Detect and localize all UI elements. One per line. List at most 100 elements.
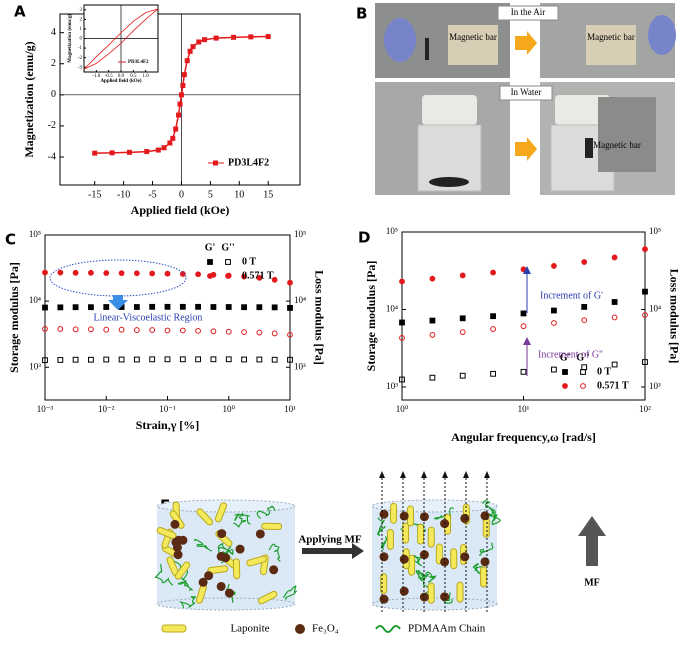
- point: [399, 376, 405, 383]
- point: [88, 304, 94, 311]
- point: [225, 304, 232, 310]
- legend-marker: [225, 259, 231, 265]
- point: [551, 263, 557, 269]
- hydrogel: [371, 471, 501, 612]
- fe3o4-particle: [440, 592, 450, 602]
- point: [225, 356, 232, 363]
- point: [429, 275, 436, 282]
- point: [155, 147, 161, 153]
- point: [118, 356, 125, 363]
- point: [178, 92, 184, 98]
- fe3o4-particle: [399, 511, 409, 521]
- laponite: [174, 561, 191, 580]
- point: [271, 304, 278, 311]
- y2-axis-label: Loss modulus [Pa]: [312, 270, 326, 365]
- point: [72, 356, 79, 363]
- x-tick-label: 10⁰: [396, 404, 409, 414]
- y-tick-label: 10³: [386, 381, 398, 391]
- point: [287, 356, 293, 363]
- gel-bottom: [156, 597, 296, 611]
- laponite: [450, 548, 458, 570]
- y-tick-label: -3: [78, 65, 83, 70]
- point: [551, 307, 557, 314]
- point: [642, 312, 648, 318]
- y-tick-label: 1: [80, 27, 83, 32]
- point: [88, 326, 94, 333]
- polymer-chain: [380, 536, 392, 551]
- laponite: [402, 522, 410, 544]
- y2-axis-label: Loss modulus [Pa]: [667, 269, 681, 364]
- polymer-chain: [178, 596, 197, 609]
- legend-text: PD3L4F2: [128, 60, 149, 65]
- fe3o4-particle: [217, 529, 227, 539]
- x-tick-label: -15: [88, 189, 101, 200]
- panel-label: D: [358, 229, 370, 247]
- point: [109, 150, 115, 156]
- vial-cap: [555, 95, 610, 125]
- legend-text: PDMAAm Chain: [408, 623, 486, 635]
- x-tick-label: 0.0: [118, 74, 125, 79]
- fe3o4-particle: [399, 554, 409, 564]
- point: [57, 269, 64, 276]
- point: [459, 315, 466, 322]
- point: [42, 269, 48, 276]
- annotation-arrowhead: [523, 337, 531, 345]
- point: [179, 271, 186, 277]
- point: [149, 303, 156, 310]
- point: [581, 304, 588, 310]
- arrow: [515, 137, 537, 161]
- x-axis-label: Angular frequency,ω [rad/s]: [451, 430, 596, 444]
- legend-marker: [580, 383, 586, 389]
- fe3o4-particle: [235, 544, 245, 554]
- legend-marker: [562, 383, 568, 389]
- point: [271, 330, 278, 337]
- laponite: [257, 590, 278, 605]
- point: [92, 150, 98, 156]
- laponite: [196, 508, 214, 526]
- point: [195, 356, 202, 363]
- laponite: [246, 555, 267, 567]
- point: [551, 366, 557, 373]
- y-tick-label: 10⁵: [386, 226, 398, 236]
- y-tick-label: 10⁴: [386, 304, 398, 314]
- y-axis-label: Magnetization (emu/g): [68, 14, 73, 63]
- point: [103, 356, 110, 363]
- fe3o4-particle: [216, 551, 226, 561]
- point: [57, 357, 64, 363]
- point: [42, 326, 48, 332]
- point: [611, 254, 618, 261]
- chart: 10⁻³ 10⁻² 10⁻¹ 10⁰ 10¹ 10³ 10⁴ 10⁵ 10³ 10⁴ 10⁵ Stra…: [7, 229, 327, 432]
- point: [287, 331, 293, 338]
- point: [611, 314, 618, 321]
- point: [256, 329, 263, 336]
- x-tick-label: 10¹: [284, 404, 296, 414]
- legend-marker: [225, 273, 231, 279]
- y2-tick-label: 10⁵: [649, 226, 661, 236]
- point: [164, 303, 171, 310]
- legend-text: 0.571 T: [597, 380, 629, 391]
- fe3o4-particle: [255, 529, 265, 539]
- point: [210, 356, 217, 363]
- point: [256, 356, 263, 363]
- point: [210, 304, 217, 310]
- point: [181, 72, 187, 78]
- legend-header: G'': [576, 352, 590, 363]
- y2-tick-label: 10⁴: [649, 304, 661, 314]
- laponite: [417, 523, 425, 545]
- fe3o4-particle: [174, 535, 184, 545]
- field-label: MF: [584, 577, 600, 588]
- fe3o4-particle: [480, 511, 490, 521]
- annotation: Increment of G'': [538, 349, 603, 360]
- legend-marker: [207, 273, 213, 279]
- y-tick-label: 10³: [29, 361, 41, 371]
- photo-title: In Water: [511, 87, 542, 97]
- point: [256, 274, 263, 281]
- x-tick-label: 10⁻²: [98, 404, 115, 414]
- point: [581, 259, 588, 265]
- point: [265, 34, 271, 40]
- legend-header: G'': [221, 242, 235, 253]
- photo-label: Magnetic bar: [449, 32, 497, 42]
- point: [149, 327, 156, 333]
- point: [103, 270, 110, 276]
